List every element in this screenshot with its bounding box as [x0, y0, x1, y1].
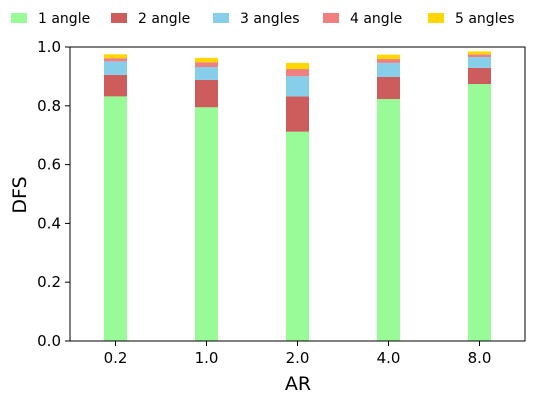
x-tick-label: 8.0: [468, 349, 492, 367]
x-tick-label: 1.0: [195, 349, 219, 367]
axes: 0.2 1.0 2.0 4.0 8.0 0.0 0.2 0.4 0.6 0.8 1.0: [37, 38, 526, 367]
bar-segment-3-angles-4.0: [377, 62, 400, 77]
bar-segment-4-angle-8.0: [468, 54, 491, 57]
y-tick-label: 0.6: [37, 156, 61, 174]
bar-segment-2-angle-4.0: [377, 76, 400, 100]
bars: [104, 51, 491, 342]
bar-segment-1-angle-1.0: [195, 107, 218, 342]
x-tick-label: 4.0: [377, 349, 401, 367]
legend-label-3-angles: 3 angles: [240, 11, 300, 27]
y-tick-label: 1.0: [37, 38, 61, 56]
bar-segment-3-angles-2.0: [286, 76, 309, 97]
bar-segment-3-angles-1.0: [195, 66, 218, 80]
legend-swatch-2-angle: [111, 13, 127, 23]
legend-label-2-angle: 2 angle: [138, 11, 190, 27]
y-tick-label: 0.8: [37, 97, 61, 115]
bar-segment-4-angle-4.0: [377, 59, 400, 63]
legend-swatch-1-angle: [11, 13, 27, 23]
x-tick-label: 0.2: [104, 349, 128, 367]
x-tick-label: 2.0: [286, 349, 310, 367]
bar-segment-2-angle-2.0: [286, 96, 309, 132]
bar-segment-1-angle-8.0: [468, 84, 491, 341]
bar-segment-5-angles-1.0: [195, 57, 218, 63]
bar-segment-5-angles-0.2: [104, 54, 127, 59]
legend-label-4-angle: 4 angle: [350, 11, 402, 27]
legend-label-5-angles: 5 angles: [455, 11, 515, 27]
y-tick-label: 0.0: [37, 332, 61, 350]
legend-label-1-angle: 1 angle: [38, 11, 90, 27]
legend-swatch-3-angles: [213, 13, 229, 23]
legend: 1 angle 2 angle 3 angles 4 angle 5 angles: [11, 11, 515, 27]
bar-segment-4-angle-0.2: [104, 58, 127, 62]
bar-segment-2-angle-0.2: [104, 74, 127, 97]
bar-segment-3-angles-0.2: [104, 61, 127, 75]
legend-swatch-4-angle: [323, 13, 339, 23]
bar-segment-4-angle-2.0: [286, 69, 309, 77]
bar-segment-1-angle-4.0: [377, 99, 400, 341]
bar-segment-3-angles-8.0: [468, 57, 491, 68]
bar-segment-4-angle-1.0: [195, 62, 218, 67]
x-axis-label: AR: [285, 373, 311, 395]
y-tick-label: 0.4: [37, 214, 61, 232]
y-tick-label: 0.2: [37, 273, 61, 291]
bar-segment-2-angle-8.0: [468, 67, 491, 85]
bar-segment-5-angles-4.0: [377, 54, 400, 60]
bar-segment-1-angle-2.0: [286, 131, 309, 341]
bar-segment-2-angle-1.0: [195, 79, 218, 108]
bar-segment-5-angles-2.0: [286, 62, 309, 70]
legend-swatch-5-angles: [428, 13, 444, 23]
bar-segment-1-angle-0.2: [104, 96, 127, 341]
y-axis-label: DFS: [9, 176, 31, 213]
plot-frame: [69, 46, 526, 342]
bar-segment-5-angles-8.0: [468, 51, 491, 55]
